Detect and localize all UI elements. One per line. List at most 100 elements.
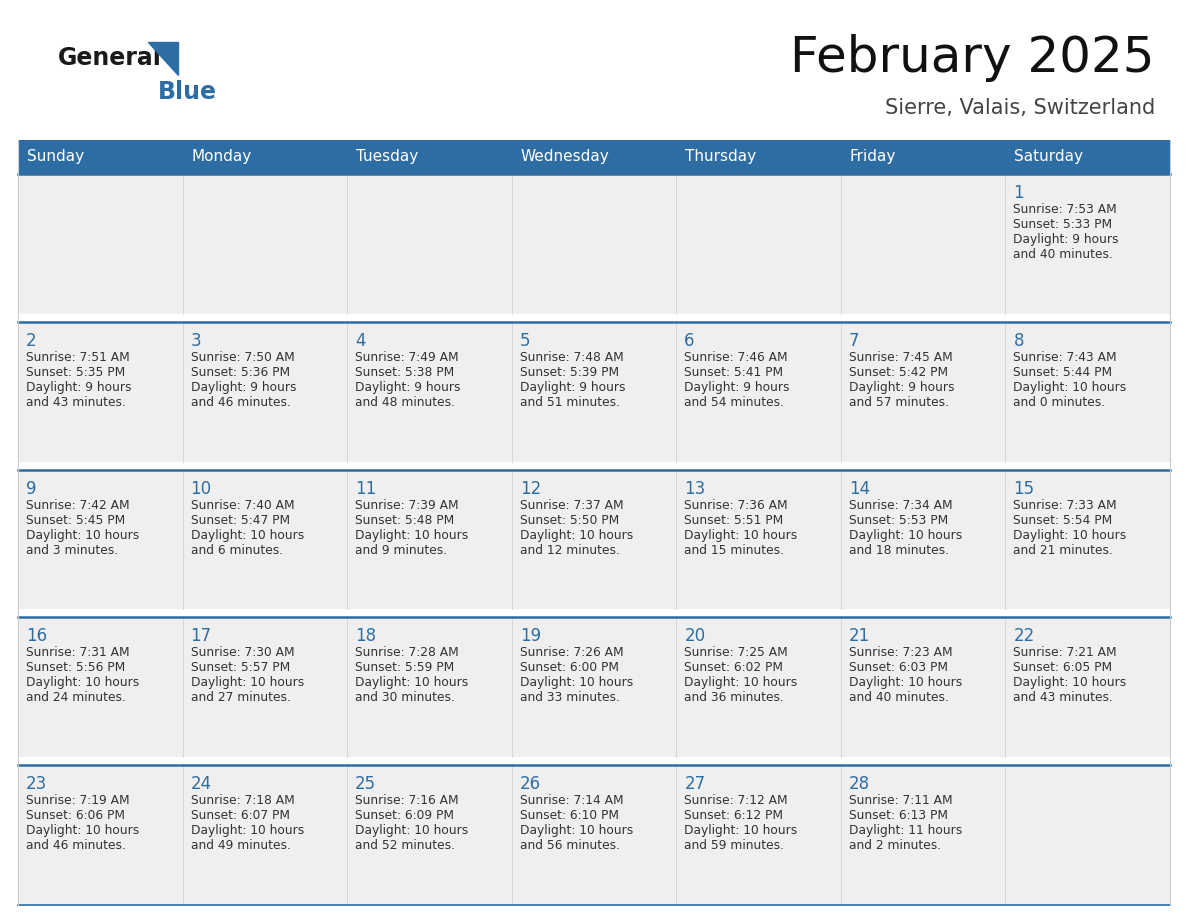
Text: Sunset: 5:39 PM: Sunset: 5:39 PM (519, 365, 619, 379)
Text: Sunset: 5:47 PM: Sunset: 5:47 PM (190, 513, 290, 527)
Text: Daylight: 10 hours: Daylight: 10 hours (355, 529, 468, 542)
Text: 22: 22 (1013, 627, 1035, 645)
Text: Sunset: 6:06 PM: Sunset: 6:06 PM (26, 809, 125, 823)
Text: Wednesday: Wednesday (520, 150, 609, 164)
Text: and 27 minutes.: and 27 minutes. (190, 691, 290, 704)
Text: Daylight: 10 hours: Daylight: 10 hours (849, 677, 962, 689)
Text: Sunset: 6:02 PM: Sunset: 6:02 PM (684, 661, 783, 675)
Text: Sunrise: 7:39 AM: Sunrise: 7:39 AM (355, 498, 459, 511)
Text: 1: 1 (1013, 184, 1024, 202)
Text: Daylight: 10 hours: Daylight: 10 hours (190, 677, 304, 689)
Text: Sunset: 5:50 PM: Sunset: 5:50 PM (519, 513, 619, 527)
Text: Sunset: 6:12 PM: Sunset: 6:12 PM (684, 809, 783, 823)
Text: Sunset: 5:54 PM: Sunset: 5:54 PM (1013, 513, 1113, 527)
Text: Sunrise: 7:14 AM: Sunrise: 7:14 AM (519, 794, 624, 807)
Text: Sunset: 5:36 PM: Sunset: 5:36 PM (190, 365, 290, 379)
Text: 27: 27 (684, 775, 706, 793)
Text: 13: 13 (684, 479, 706, 498)
Text: Sunrise: 7:11 AM: Sunrise: 7:11 AM (849, 794, 953, 807)
Text: and 52 minutes.: and 52 minutes. (355, 839, 455, 852)
Text: 7: 7 (849, 331, 859, 350)
Text: Daylight: 9 hours: Daylight: 9 hours (1013, 233, 1119, 246)
Text: Daylight: 10 hours: Daylight: 10 hours (519, 529, 633, 542)
Text: Daylight: 10 hours: Daylight: 10 hours (1013, 677, 1126, 689)
Text: Daylight: 10 hours: Daylight: 10 hours (190, 824, 304, 837)
Text: Daylight: 10 hours: Daylight: 10 hours (519, 824, 633, 837)
Text: Sunset: 6:10 PM: Sunset: 6:10 PM (519, 809, 619, 823)
Text: Daylight: 9 hours: Daylight: 9 hours (26, 381, 132, 394)
Text: 28: 28 (849, 775, 870, 793)
Text: and 49 minutes.: and 49 minutes. (190, 839, 290, 852)
Text: Sunrise: 7:21 AM: Sunrise: 7:21 AM (1013, 646, 1117, 659)
Text: and 6 minutes.: and 6 minutes. (190, 543, 283, 556)
Text: and 18 minutes.: and 18 minutes. (849, 543, 949, 556)
Text: and 54 minutes.: and 54 minutes. (684, 396, 784, 409)
Text: Daylight: 10 hours: Daylight: 10 hours (26, 529, 139, 542)
Bar (18, 618, 1170, 757)
Text: Sunrise: 7:23 AM: Sunrise: 7:23 AM (849, 646, 953, 659)
Text: Daylight: 9 hours: Daylight: 9 hours (684, 381, 790, 394)
Text: 9: 9 (26, 479, 37, 498)
Text: and 46 minutes.: and 46 minutes. (26, 839, 126, 852)
Text: Sierre, Valais, Switzerland: Sierre, Valais, Switzerland (885, 98, 1155, 118)
Text: and 15 minutes.: and 15 minutes. (684, 543, 784, 556)
Text: and 12 minutes.: and 12 minutes. (519, 543, 620, 556)
Text: Daylight: 10 hours: Daylight: 10 hours (190, 529, 304, 542)
Text: Sunset: 5:42 PM: Sunset: 5:42 PM (849, 365, 948, 379)
Text: Sunset: 5:53 PM: Sunset: 5:53 PM (849, 513, 948, 527)
Text: and 57 minutes.: and 57 minutes. (849, 396, 949, 409)
Bar (18, 174, 1170, 314)
Text: Tuesday: Tuesday (356, 150, 418, 164)
Polygon shape (148, 42, 178, 75)
Text: Sunset: 6:00 PM: Sunset: 6:00 PM (519, 661, 619, 675)
Text: Sunrise: 7:37 AM: Sunrise: 7:37 AM (519, 498, 624, 511)
Text: Sunrise: 7:46 AM: Sunrise: 7:46 AM (684, 351, 788, 364)
Text: Daylight: 10 hours: Daylight: 10 hours (1013, 381, 1126, 394)
Text: Sunrise: 7:50 AM: Sunrise: 7:50 AM (190, 351, 295, 364)
Text: Daylight: 10 hours: Daylight: 10 hours (26, 824, 139, 837)
Text: Sunset: 6:13 PM: Sunset: 6:13 PM (849, 809, 948, 823)
Text: 25: 25 (355, 775, 377, 793)
Text: Sunrise: 7:34 AM: Sunrise: 7:34 AM (849, 498, 953, 511)
Text: and 36 minutes.: and 36 minutes. (684, 691, 784, 704)
Bar (18, 470, 1170, 610)
Text: Sunrise: 7:12 AM: Sunrise: 7:12 AM (684, 794, 788, 807)
Text: Monday: Monday (191, 150, 252, 164)
Text: Sunrise: 7:53 AM: Sunrise: 7:53 AM (1013, 203, 1117, 216)
Text: Sunrise: 7:45 AM: Sunrise: 7:45 AM (849, 351, 953, 364)
Text: Sunday: Sunday (27, 150, 84, 164)
Text: Sunset: 5:44 PM: Sunset: 5:44 PM (1013, 365, 1112, 379)
Text: Sunrise: 7:42 AM: Sunrise: 7:42 AM (26, 498, 129, 511)
Text: Daylight: 10 hours: Daylight: 10 hours (684, 677, 797, 689)
Text: 24: 24 (190, 775, 211, 793)
Text: 23: 23 (26, 775, 48, 793)
Text: Sunset: 5:35 PM: Sunset: 5:35 PM (26, 365, 125, 379)
Text: Sunrise: 7:51 AM: Sunrise: 7:51 AM (26, 351, 129, 364)
Text: and 59 minutes.: and 59 minutes. (684, 839, 784, 852)
Text: and 3 minutes.: and 3 minutes. (26, 543, 118, 556)
Text: 21: 21 (849, 627, 870, 645)
Text: 19: 19 (519, 627, 541, 645)
Text: and 2 minutes.: and 2 minutes. (849, 839, 941, 852)
Text: and 40 minutes.: and 40 minutes. (1013, 248, 1113, 261)
Text: and 48 minutes.: and 48 minutes. (355, 396, 455, 409)
Text: Daylight: 10 hours: Daylight: 10 hours (519, 677, 633, 689)
Text: Daylight: 9 hours: Daylight: 9 hours (849, 381, 954, 394)
Text: and 40 minutes.: and 40 minutes. (849, 691, 949, 704)
Text: Friday: Friday (849, 150, 896, 164)
Text: Sunset: 5:51 PM: Sunset: 5:51 PM (684, 513, 784, 527)
Text: and 0 minutes.: and 0 minutes. (1013, 396, 1106, 409)
Text: Sunrise: 7:43 AM: Sunrise: 7:43 AM (1013, 351, 1117, 364)
Text: Daylight: 10 hours: Daylight: 10 hours (26, 677, 139, 689)
Text: Sunset: 5:41 PM: Sunset: 5:41 PM (684, 365, 783, 379)
Text: 8: 8 (1013, 331, 1024, 350)
Text: Saturday: Saturday (1015, 150, 1083, 164)
Text: Sunrise: 7:30 AM: Sunrise: 7:30 AM (190, 646, 295, 659)
Text: Daylight: 10 hours: Daylight: 10 hours (1013, 529, 1126, 542)
Text: Sunrise: 7:31 AM: Sunrise: 7:31 AM (26, 646, 129, 659)
Text: Blue: Blue (158, 80, 217, 104)
Text: and 56 minutes.: and 56 minutes. (519, 839, 620, 852)
Text: and 21 minutes.: and 21 minutes. (1013, 543, 1113, 556)
Text: Sunset: 5:59 PM: Sunset: 5:59 PM (355, 661, 454, 675)
Text: Sunrise: 7:49 AM: Sunrise: 7:49 AM (355, 351, 459, 364)
